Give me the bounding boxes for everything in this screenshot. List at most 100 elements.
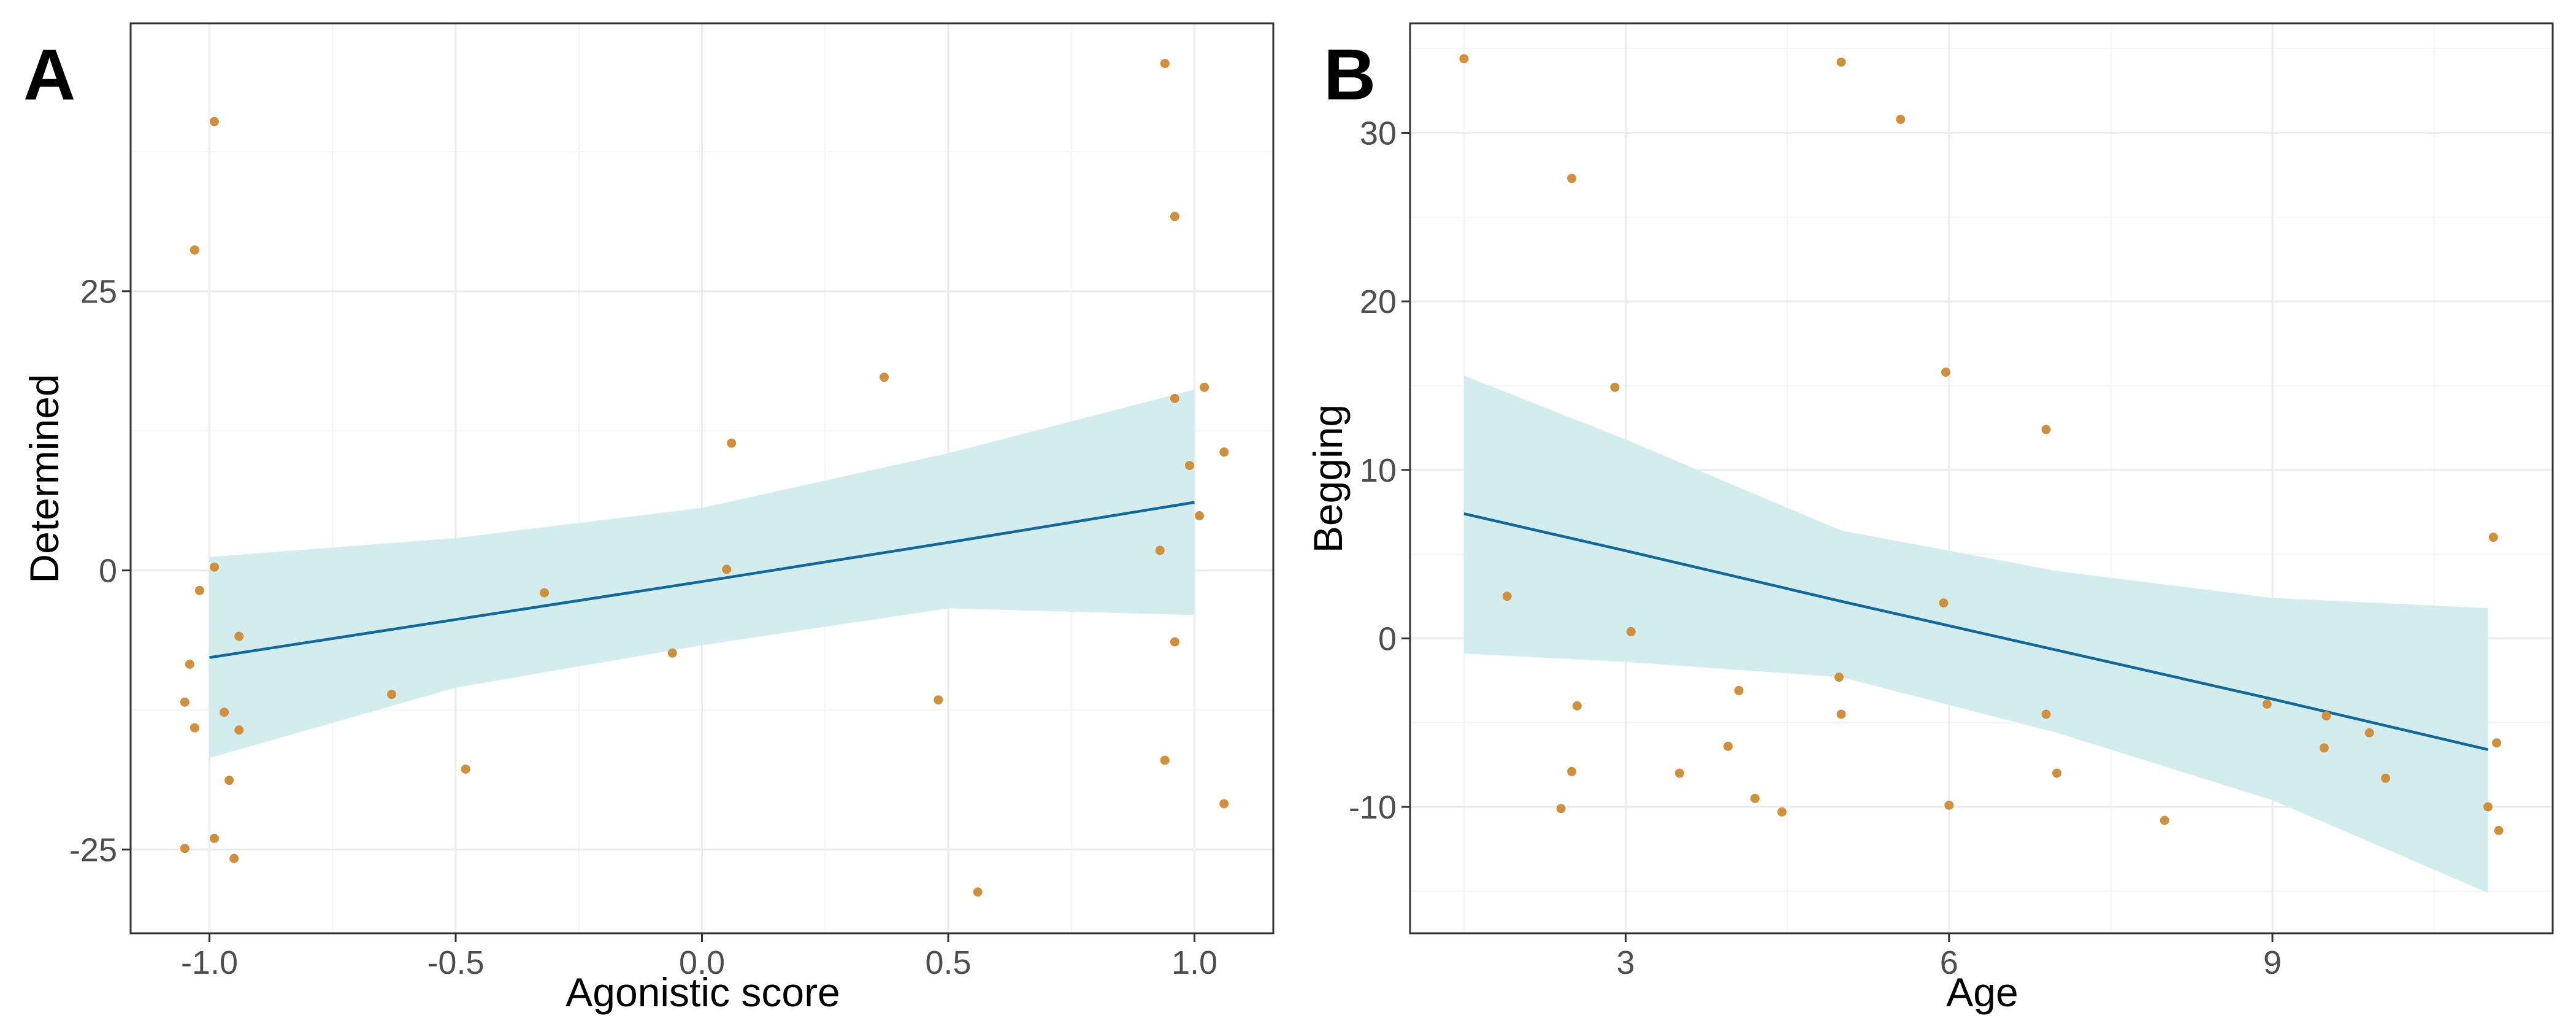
panel-a-regression-line <box>209 501 1195 659</box>
panel-b-data-point-12 <box>1777 807 1787 817</box>
panel-a-y-axis-title: Determined <box>21 374 67 583</box>
panel-b-data-point-2 <box>1567 174 1577 183</box>
panel-a-x-tick-label-4: 1.0 <box>1171 944 1217 981</box>
panel-a-y-tick-label-1: 0 <box>99 553 117 590</box>
panel-b-data-point-11 <box>1750 793 1760 803</box>
panel-b: 3 6 9 -10 0 10 20 30 Age Begging B <box>1305 22 2554 1015</box>
panel-a-data-point-7 <box>220 707 229 717</box>
panel-a-y-tick-label-0: -25 <box>69 832 117 869</box>
panel-b-data-point-5 <box>1556 804 1566 814</box>
panel-b-data-point-25 <box>2321 711 2331 721</box>
panel-a-fit-layer <box>209 501 1195 659</box>
panel-b-y-tick-label-1: 0 <box>1378 620 1397 657</box>
panel-b-data-point-9 <box>1723 741 1733 751</box>
panel-b-data-point-13 <box>1836 57 1846 67</box>
panel-a: -1.0 -0.5 0.0 0.5 1.0 -25 0 25 Agonistic score… <box>21 22 1275 1015</box>
panel-b-x-tick-label-2: 9 <box>2263 944 2282 981</box>
panel-b-data-point-3 <box>1567 766 1577 776</box>
panel-b-data-point-24 <box>2262 699 2272 709</box>
panel-a-data-point-25 <box>1170 393 1179 403</box>
panel-b-y-tick-label-2: 10 <box>1360 452 1397 489</box>
panel-a-data-point-33 <box>1219 799 1229 809</box>
panel-b-points <box>1459 54 2504 835</box>
panel-a-x-tick-label-0: -1.0 <box>181 944 238 981</box>
panel-a-data-point-17 <box>667 648 677 658</box>
panel-a-data-point-6 <box>180 697 190 707</box>
panel-a-data-point-4 <box>234 631 244 641</box>
panel-a-data-point-19 <box>727 438 737 448</box>
panel-b-confidence-band <box>1463 376 2488 893</box>
panel-b-border <box>1409 22 2554 935</box>
panel-a-x-tick-labels: -1.0 -0.5 0.0 0.5 1.0 <box>181 944 1217 981</box>
panel-b-data-point-14 <box>1834 673 1844 682</box>
panel-b-data-point-1 <box>1502 592 1512 601</box>
panel-a-data-point-1 <box>190 245 199 255</box>
panel-b-tag: B <box>1324 34 1376 115</box>
panel-b-regression-line <box>1463 512 2489 751</box>
panel-b-x-tick-label-1: 6 <box>1940 944 1958 981</box>
panel-a-data-point-29 <box>1195 511 1204 520</box>
panel-b-data-point-7 <box>1626 626 1636 636</box>
panel-b-data-point-23 <box>2160 815 2169 825</box>
panel-b-y-axis-title: Begging <box>1305 404 1351 553</box>
panel-b-data-point-21 <box>2041 709 2051 719</box>
panel-b-data-point-29 <box>2483 802 2493 812</box>
panel-b-data-point-16 <box>1896 115 1906 124</box>
panel-a-data-point-11 <box>210 833 219 843</box>
panel-a-data-point-28 <box>1185 461 1194 471</box>
panel-a-data-point-18 <box>722 565 732 574</box>
panel-a-data-point-31 <box>1170 637 1179 647</box>
panel-b-data-point-6 <box>1610 382 1620 392</box>
panel-b-data-point-22 <box>2052 768 2061 778</box>
panel-a-data-point-5 <box>185 660 194 669</box>
panel-b-data-point-30 <box>2488 533 2498 542</box>
panel-a-data-point-0 <box>210 117 219 126</box>
panel-a-data-point-8 <box>190 723 199 733</box>
panel-b-y-tick-label-4: 30 <box>1360 115 1397 152</box>
panel-b-data-point-4 <box>1572 701 1582 711</box>
panel-b-data-point-20 <box>2041 425 2051 434</box>
panel-a-data-point-22 <box>973 887 983 897</box>
panel-a-ribbon-layer <box>209 389 1195 758</box>
panel-b-fit-layer <box>1463 512 2489 751</box>
panel-a-data-point-13 <box>229 854 239 863</box>
panel-a-data-point-32 <box>1160 755 1170 765</box>
panel-a-data-point-14 <box>387 690 397 699</box>
panel-b-ribbon-layer <box>1463 376 2488 893</box>
panel-b-data-point-28 <box>2381 773 2391 783</box>
panel-b-x-axis-title: Age <box>1946 969 2018 1015</box>
panel-a-x-axis-title: Agonistic score <box>565 969 840 1015</box>
panel-b-y-tick-label-3: 20 <box>1360 283 1397 320</box>
panel-a-data-point-30 <box>1155 545 1165 555</box>
panel-a-data-point-21 <box>933 695 943 705</box>
panel-b-data-point-26 <box>2319 743 2329 753</box>
panel-b-axis-ticks <box>1401 132 2274 942</box>
panel-b-data-point-19 <box>1944 800 1954 810</box>
panel-a-y-tick-label-2: 25 <box>80 274 117 310</box>
panel-b-data-point-15 <box>1836 709 1846 719</box>
panel-a-data-point-24 <box>1170 212 1179 222</box>
panel-b-y-tick-labels: -10 0 10 20 30 <box>1349 115 1397 827</box>
panel-b-x-tick-label-0: 3 <box>1616 944 1635 981</box>
panel-a-axis-ticks <box>122 290 1196 942</box>
panel-a-x-tick-label-3: 0.5 <box>925 944 971 981</box>
panel-b-data-point-10 <box>1734 686 1744 695</box>
panel-b-data-point-18 <box>1939 598 1949 608</box>
panel-a-data-point-20 <box>880 372 889 382</box>
panel-a-data-point-26 <box>1200 382 1209 392</box>
panel-a-data-point-12 <box>180 844 190 854</box>
panel-b-data-point-32 <box>2494 826 2504 835</box>
panel-b-y-tick-label-0: -10 <box>1349 789 1397 826</box>
panel-b-data-point-31 <box>2492 738 2502 748</box>
panel-a-x-tick-label-1: -0.5 <box>427 944 484 981</box>
panel-b-data-point-8 <box>1674 768 1684 778</box>
panel-b-data-point-27 <box>2364 728 2374 738</box>
panel-a-data-point-9 <box>234 725 244 735</box>
panel-a-points <box>180 59 1229 897</box>
panel-b-x-tick-labels: 3 6 9 <box>1616 944 2282 981</box>
panel-a-data-point-15 <box>461 765 470 774</box>
panel-a-data-point-10 <box>224 776 234 785</box>
panel-a-data-point-16 <box>540 588 549 598</box>
panel-a-y-tick-labels: -25 0 25 <box>69 274 117 869</box>
